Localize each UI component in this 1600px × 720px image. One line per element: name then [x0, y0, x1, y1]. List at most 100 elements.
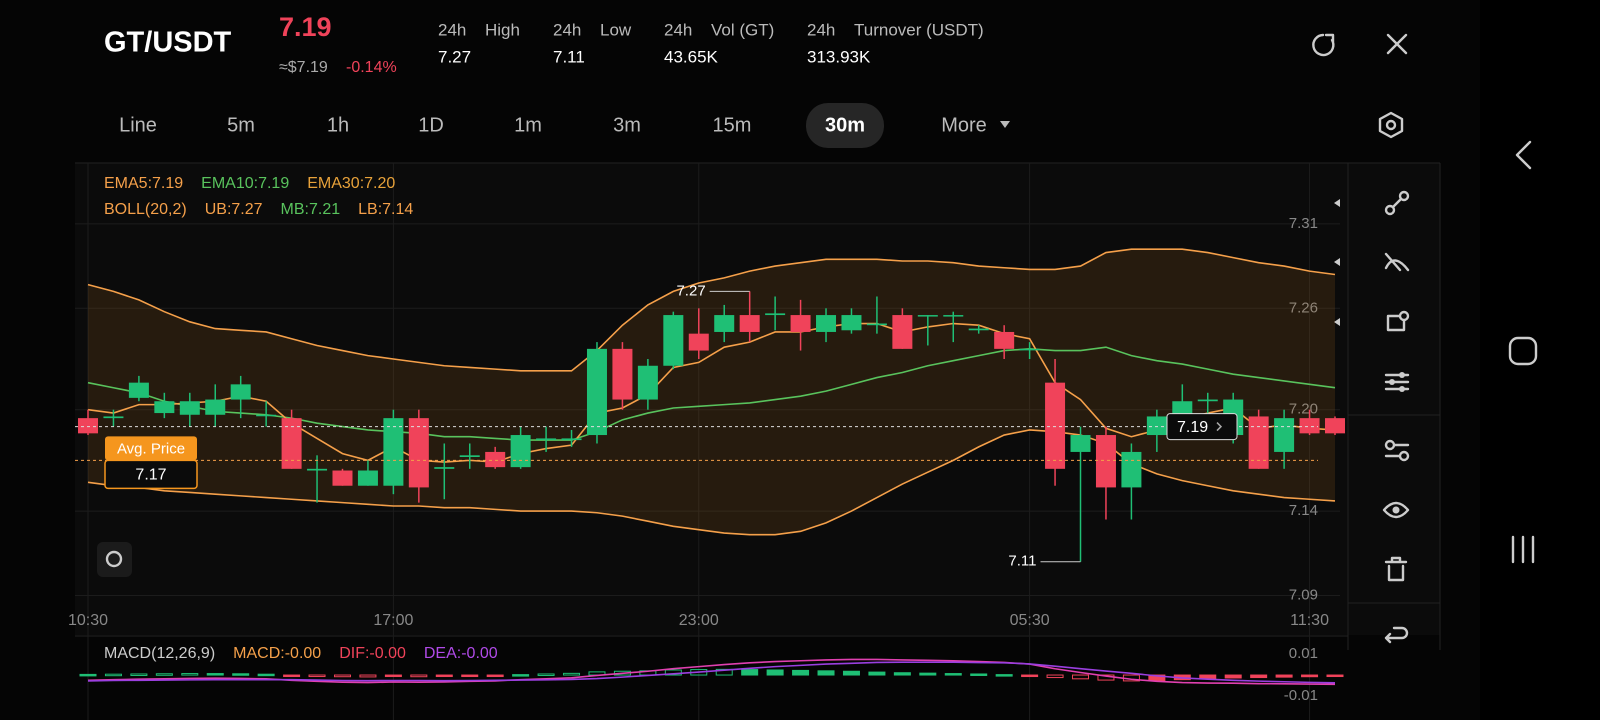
macd-bar	[79, 673, 97, 677]
candle-body	[1197, 399, 1218, 402]
layout-tool[interactable]	[1384, 439, 1410, 462]
candle-body	[612, 348, 633, 400]
candle-body	[78, 418, 98, 434]
candle-body	[561, 438, 582, 441]
eye-tool[interactable]	[1382, 501, 1410, 519]
candle-body	[459, 455, 480, 457]
legend-item: LB:7.14	[358, 201, 413, 218]
candle-body	[943, 315, 964, 317]
android-nav	[1508, 140, 1538, 564]
candle-body	[866, 323, 887, 326]
candle-body	[332, 470, 353, 486]
macd-tick-label: 0.01	[1289, 645, 1318, 662]
legend-item: UB:7.27	[205, 201, 263, 218]
indicator-tool[interactable]	[1384, 372, 1410, 392]
macd-title: MACD(12,26,9)	[104, 645, 215, 662]
macd-bar	[333, 674, 351, 678]
candle-body	[1172, 401, 1193, 417]
nav-home[interactable]	[1508, 336, 1538, 366]
macd-bar	[206, 673, 224, 676]
tab[interactable]: More	[941, 114, 987, 136]
candle-body	[841, 315, 862, 331]
macd-bar	[1072, 674, 1090, 680]
macd-bar	[512, 674, 530, 677]
chart-bg	[75, 163, 1440, 635]
x-tick-label: 05:30	[1010, 612, 1050, 629]
macd-bar	[842, 670, 860, 676]
lock-icon[interactable]	[97, 542, 132, 577]
legend-item: MB:7.21	[281, 201, 341, 218]
approx-price: ≈$7.19	[279, 59, 328, 76]
candle-body	[1095, 435, 1116, 488]
candle-body	[1274, 418, 1295, 452]
candle-body	[917, 315, 938, 317]
macd-bar	[384, 674, 402, 678]
candle-body	[485, 451, 506, 468]
macd-bar	[435, 674, 453, 678]
legend-item: EMA5:7.19	[104, 175, 183, 192]
candle-body	[536, 438, 557, 441]
undo-tool[interactable]	[1384, 626, 1409, 644]
macd-bar	[1275, 674, 1293, 678]
macd-bar	[563, 672, 581, 676]
nav-back[interactable]	[1515, 140, 1532, 170]
tab[interactable]: 3m	[613, 114, 641, 136]
macd-bar	[181, 673, 199, 676]
candle-body	[1019, 348, 1040, 351]
candle-body	[357, 470, 378, 486]
cross-tool[interactable]	[1384, 252, 1410, 272]
candle-body	[1045, 382, 1066, 469]
tab[interactable]: 15m	[713, 114, 752, 136]
stat-period: 24h	[664, 20, 692, 39]
refresh-icon[interactable]	[1312, 33, 1335, 57]
candle-body	[637, 365, 658, 400]
change: -0.14%	[346, 59, 397, 76]
macd-bar	[715, 668, 733, 676]
shape-tool[interactable]	[1386, 310, 1410, 332]
avg-price-tag	[105, 436, 197, 461]
candle-body	[892, 315, 913, 349]
candle-body	[790, 315, 811, 332]
legend-item: DIF:-0.00	[339, 645, 406, 662]
avg-price-box	[104, 459, 198, 490]
tab[interactable]: 1h	[327, 114, 349, 136]
nav-recents[interactable]	[1511, 535, 1535, 564]
candle-body	[434, 467, 455, 469]
pair: GT/USDT	[104, 27, 232, 59]
high-label: 7.27	[676, 282, 705, 299]
candle-body	[510, 435, 531, 468]
tab[interactable]: 5m	[227, 114, 255, 136]
stat-value: 7.11	[553, 47, 585, 66]
macd-bar	[741, 669, 759, 676]
legend-item: MACD:-0.00	[233, 645, 321, 662]
macd-bar	[308, 674, 326, 678]
x-tick-label: 10:30	[68, 612, 108, 629]
macd-bar	[944, 673, 962, 676]
y-tick-label: 7.20	[1289, 401, 1318, 418]
candle-body	[154, 401, 175, 414]
last-price-box	[1166, 413, 1238, 441]
tab[interactable]: Line	[119, 114, 157, 136]
macd-bar	[868, 671, 886, 676]
candle-body	[256, 414, 277, 417]
tab[interactable]: 30m	[825, 114, 865, 136]
macd-bar	[155, 673, 173, 676]
tab[interactable]: 1D	[418, 114, 444, 136]
candle-body	[1121, 451, 1142, 488]
candle-body	[281, 418, 302, 469]
chevron	[1216, 422, 1223, 432]
macd-bar	[486, 674, 504, 678]
macd-bar	[1148, 674, 1166, 681]
candle-body	[968, 328, 989, 331]
macd-bar	[766, 669, 784, 676]
candle-body	[1299, 418, 1320, 434]
delete-tool[interactable]	[1384, 556, 1408, 582]
settings-icon[interactable]	[1378, 111, 1404, 139]
tab[interactable]: 1m	[514, 114, 542, 136]
close-icon[interactable]	[1386, 33, 1408, 55]
trendline-tool[interactable]	[1384, 190, 1410, 216]
candle-body	[128, 382, 149, 398]
more-caret	[1000, 121, 1010, 128]
macd-bar	[1326, 674, 1344, 678]
